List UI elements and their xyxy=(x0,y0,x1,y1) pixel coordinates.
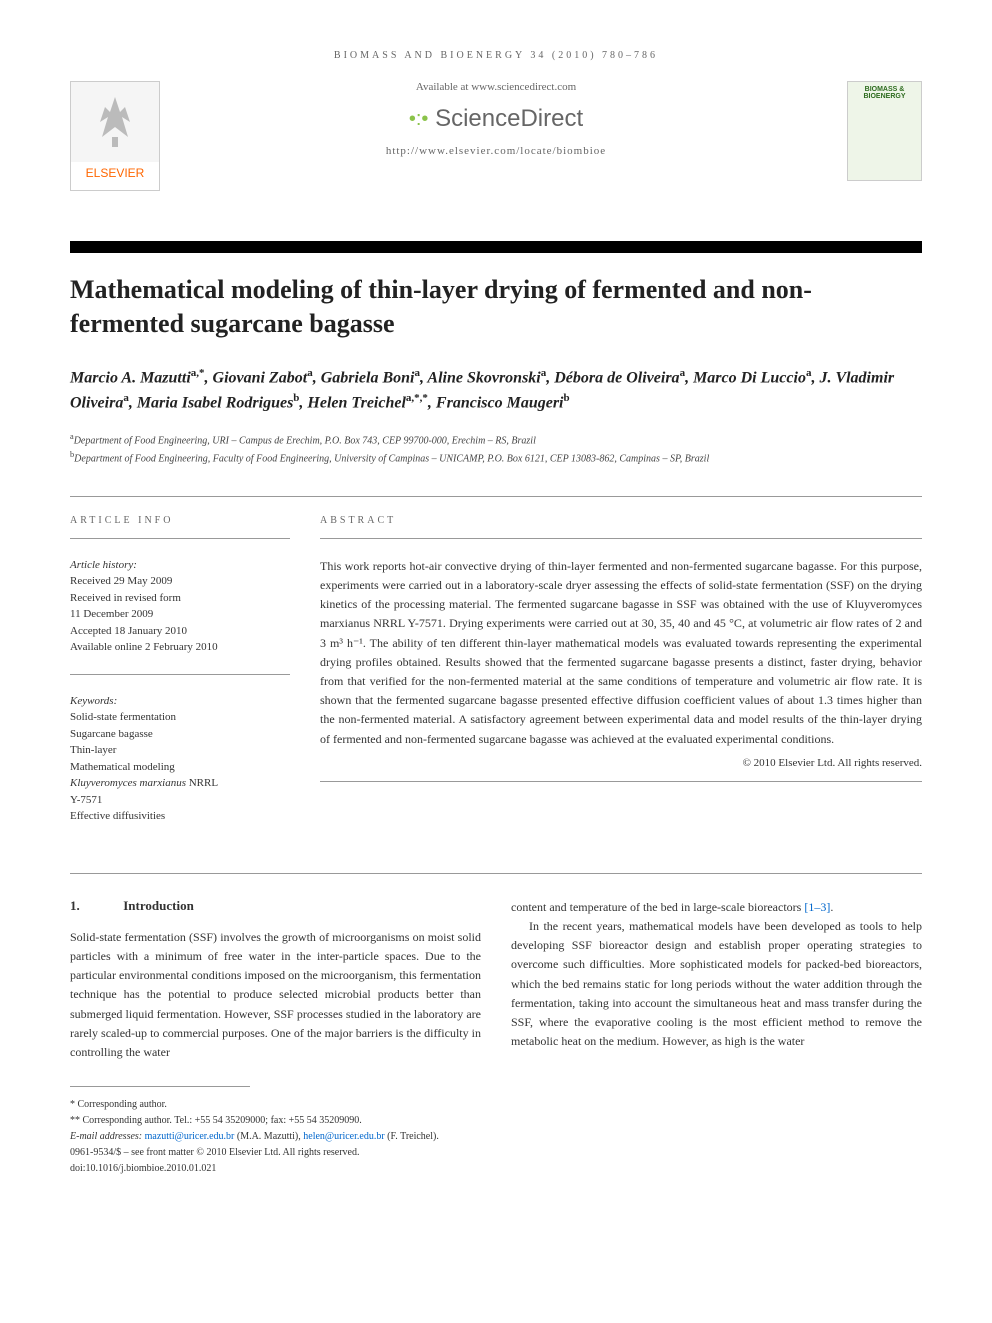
affiliation: bDepartment of Food Engineering, Faculty… xyxy=(70,449,922,466)
history-line: Available online 2 February 2010 xyxy=(70,639,290,656)
article-history: Article history: Received 29 May 2009Rec… xyxy=(70,557,290,656)
author-list: Marcio A. Mazuttia,*, Giovani Zabota, Ga… xyxy=(70,365,922,416)
reference-link[interactable]: [1–3] xyxy=(804,900,830,914)
left-column: 1. Introduction Solid-state fermentation… xyxy=(70,898,481,1062)
corresponding-author-1: * Corresponding author. xyxy=(70,1097,922,1113)
article-title: Mathematical modeling of thin-layer dryi… xyxy=(70,273,922,341)
article-info-column: ARTICLE INFO Article history: Received 2… xyxy=(70,515,290,843)
divider xyxy=(70,674,290,675)
article-info-label: ARTICLE INFO xyxy=(70,515,290,526)
sd-dots-icon: •:• xyxy=(409,108,429,130)
divider xyxy=(70,538,290,539)
history-line: Received in revised form xyxy=(70,590,290,607)
elsevier-name: ELSEVIER xyxy=(71,162,159,180)
keyword: Effective diffusivities xyxy=(70,808,290,825)
keywords-block: Keywords: Solid-state fermentationSugarc… xyxy=(70,693,290,825)
history-line: 11 December 2009 xyxy=(70,606,290,623)
divider xyxy=(70,873,922,874)
email-link-1[interactable]: mazutti@uricer.edu.br xyxy=(145,1131,235,1142)
abstract-text: This work reports hot-air convective dry… xyxy=(320,557,922,749)
elsevier-tree-icon xyxy=(71,82,159,162)
journal-reference: BIOMASS AND BIOENERGY 34 (2010) 780–786 xyxy=(70,50,922,61)
keyword: Solid-state fermentation xyxy=(70,709,290,726)
info-abstract-row: ARTICLE INFO Article history: Received 2… xyxy=(70,515,922,843)
affiliations: aDepartment of Food Engineering, URI – C… xyxy=(70,431,922,466)
divider xyxy=(320,781,922,782)
header-block: ELSEVIER BIOMASS & BIOENERGY Available a… xyxy=(70,81,922,221)
footer-divider xyxy=(70,1086,250,1087)
journal-cover-thumbnail: BIOMASS & BIOENERGY xyxy=(847,81,922,181)
elsevier-logo: ELSEVIER xyxy=(70,81,160,191)
abstract-column: ABSTRACT This work reports hot-air conve… xyxy=(320,515,922,843)
sciencedirect-name: ScienceDirect xyxy=(435,105,583,132)
footer-notes: * Corresponding author. ** Corresponding… xyxy=(70,1097,922,1177)
title-bar xyxy=(70,241,922,253)
divider xyxy=(320,538,922,539)
section-title: Introduction xyxy=(123,898,194,913)
keyword: Kluyveromyces marxianus NRRL xyxy=(70,775,290,792)
keyword: Sugarcane bagasse xyxy=(70,726,290,743)
intro-para-3: In the recent years, mathematical models… xyxy=(511,917,922,1051)
keywords-heading: Keywords: xyxy=(70,693,290,710)
section-number: 1. xyxy=(70,898,120,914)
abstract-label: ABSTRACT xyxy=(320,515,922,526)
availability-text: Available at www.sciencedirect.com xyxy=(70,81,922,93)
keyword: Thin-layer xyxy=(70,742,290,759)
history-line: Received 29 May 2009 xyxy=(70,573,290,590)
journal-cover-title: BIOMASS & BIOENERGY xyxy=(848,82,921,104)
section-heading: 1. Introduction xyxy=(70,898,481,914)
intro-para-1: Solid-state fermentation (SSF) involves … xyxy=(70,928,481,1062)
corresponding-author-2: ** Corresponding author. Tel.: +55 54 35… xyxy=(70,1113,922,1129)
keyword: Y-7571 xyxy=(70,792,290,809)
history-heading: Article history: xyxy=(70,557,290,574)
affiliation: aDepartment of Food Engineering, URI – C… xyxy=(70,431,922,448)
email-line: E-mail addresses: mazutti@uricer.edu.br … xyxy=(70,1129,922,1145)
right-column: content and temperature of the bed in la… xyxy=(511,898,922,1062)
body-columns: 1. Introduction Solid-state fermentation… xyxy=(70,898,922,1062)
keyword: Mathematical modeling xyxy=(70,759,290,776)
journal-url: http://www.elsevier.com/locate/biombioe xyxy=(70,145,922,157)
doi-line: doi:10.1016/j.biombioe.2010.01.021 xyxy=(70,1161,922,1177)
issn-line: 0961-9534/$ – see front matter © 2010 El… xyxy=(70,1145,922,1161)
sciencedirect-logo: •:• ScienceDirect xyxy=(70,105,922,133)
divider xyxy=(70,496,922,497)
history-line: Accepted 18 January 2010 xyxy=(70,623,290,640)
email-link-2[interactable]: helen@uricer.edu.br xyxy=(303,1131,384,1142)
copyright-line: © 2010 Elsevier Ltd. All rights reserved… xyxy=(320,757,922,769)
intro-para-2: content and temperature of the bed in la… xyxy=(511,898,922,917)
